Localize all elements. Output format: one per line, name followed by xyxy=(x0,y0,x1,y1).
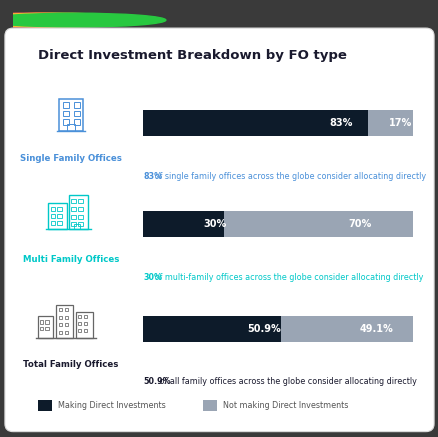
Bar xyxy=(57,214,62,218)
Text: 70%: 70% xyxy=(348,219,371,229)
Bar xyxy=(59,323,62,326)
Text: 50.9%: 50.9% xyxy=(247,324,280,334)
Bar xyxy=(78,215,82,219)
Circle shape xyxy=(0,13,124,27)
Bar xyxy=(67,124,74,131)
Text: Direct Investment Breakdown by FO type: Direct Investment Breakdown by FO type xyxy=(38,49,346,62)
Text: 30%: 30% xyxy=(143,273,162,281)
Bar xyxy=(84,315,87,318)
Bar xyxy=(40,327,43,330)
Bar xyxy=(69,195,88,229)
Bar xyxy=(63,102,69,108)
Bar xyxy=(64,331,68,334)
Bar xyxy=(63,119,69,125)
Bar xyxy=(78,315,81,318)
Text: 50.9%: 50.9% xyxy=(143,377,170,386)
Text: 30%: 30% xyxy=(202,219,226,229)
Text: 83%: 83% xyxy=(328,118,351,128)
Bar xyxy=(84,322,87,325)
Bar xyxy=(50,214,55,218)
Bar xyxy=(64,308,68,311)
Bar xyxy=(38,400,52,411)
Bar xyxy=(143,211,224,237)
Bar xyxy=(143,110,367,136)
Bar xyxy=(71,207,75,211)
Bar xyxy=(74,224,80,229)
Bar xyxy=(64,316,68,319)
Bar xyxy=(73,111,79,116)
Bar xyxy=(78,207,82,211)
Bar xyxy=(59,99,82,131)
Bar xyxy=(50,207,55,212)
Bar xyxy=(71,199,75,204)
Text: Not making Direct Investments: Not making Direct Investments xyxy=(223,401,348,410)
Bar xyxy=(78,322,81,325)
Text: of multi-family offices across the globe consider allocating directly: of multi-family offices across the globe… xyxy=(152,273,423,281)
Bar xyxy=(59,316,62,319)
Text: 17%: 17% xyxy=(388,118,411,128)
Bar xyxy=(84,329,87,332)
Bar xyxy=(56,305,73,337)
Bar xyxy=(57,207,62,212)
Bar xyxy=(63,111,69,116)
Text: of all family offices across the globe consider allocating directly: of all family offices across the globe c… xyxy=(157,377,416,386)
Bar xyxy=(280,316,413,342)
Bar xyxy=(224,211,413,237)
Bar xyxy=(78,199,82,204)
Bar xyxy=(64,323,68,326)
Bar xyxy=(48,203,67,229)
Text: of single family offices across the globe consider allocating directly: of single family offices across the glob… xyxy=(152,172,426,180)
Circle shape xyxy=(0,13,145,27)
Bar xyxy=(71,215,75,219)
Bar xyxy=(50,222,55,225)
Bar xyxy=(78,222,82,226)
Text: Multi Family Offices: Multi Family Offices xyxy=(23,255,119,264)
Bar xyxy=(45,327,49,330)
Text: Total Family Offices: Total Family Offices xyxy=(23,360,118,369)
Bar xyxy=(40,320,43,324)
Bar xyxy=(71,222,75,226)
Bar xyxy=(57,222,62,225)
Bar xyxy=(367,110,413,136)
Bar xyxy=(202,400,216,411)
Bar xyxy=(78,329,81,332)
Text: 83%: 83% xyxy=(143,172,162,180)
Bar xyxy=(59,331,62,334)
Circle shape xyxy=(0,13,166,27)
Bar xyxy=(143,316,280,342)
Bar xyxy=(59,308,62,311)
Text: 49.1%: 49.1% xyxy=(359,324,392,334)
Bar xyxy=(75,312,93,337)
Text: Making Direct Investments: Making Direct Investments xyxy=(58,401,166,410)
Bar xyxy=(45,320,49,324)
FancyBboxPatch shape xyxy=(5,28,433,432)
Bar xyxy=(73,119,79,125)
Text: Single Family Offices: Single Family Offices xyxy=(20,154,122,163)
Bar xyxy=(38,316,53,337)
Bar xyxy=(73,102,79,108)
